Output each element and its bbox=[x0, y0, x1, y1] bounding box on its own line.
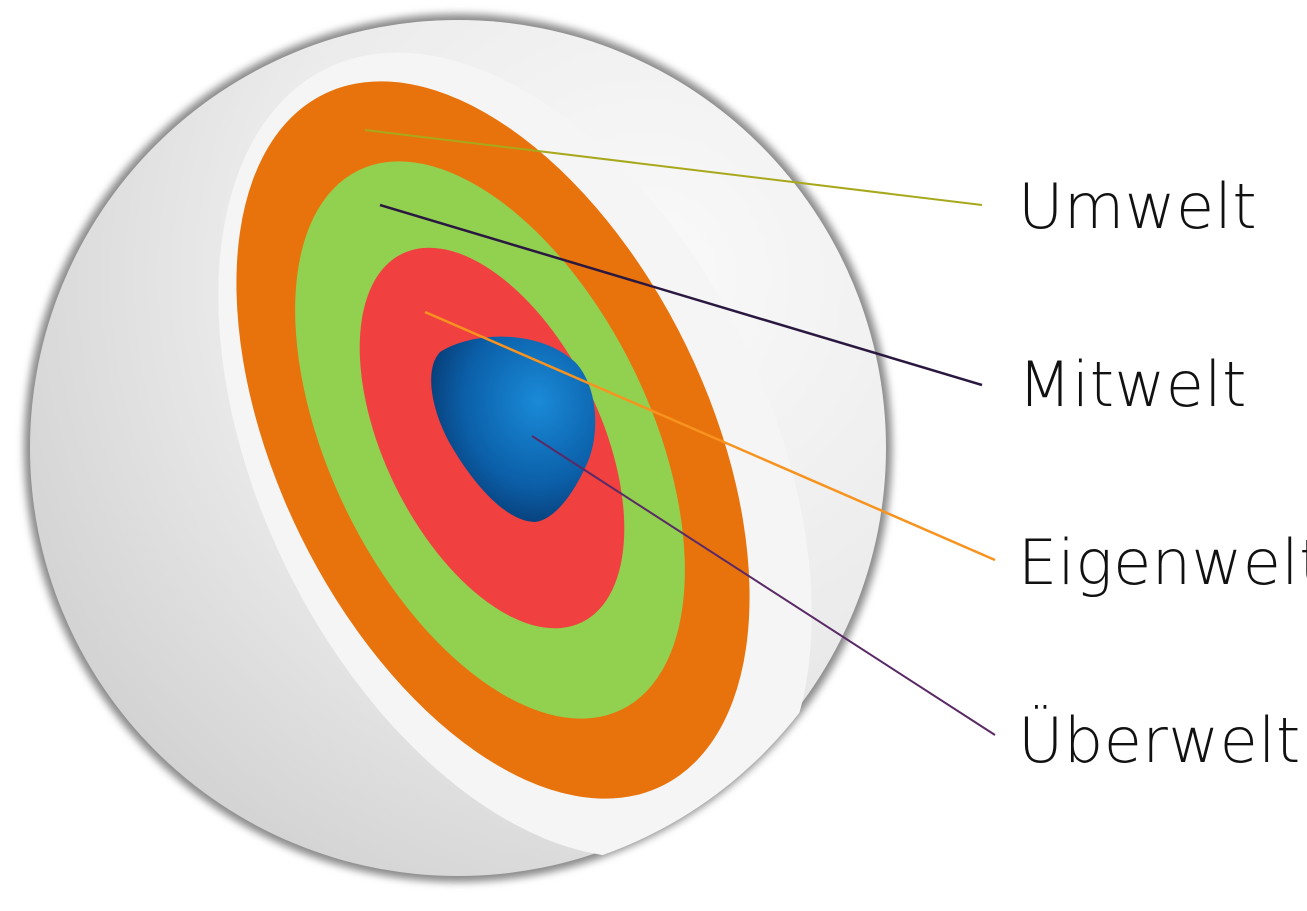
label-uberwelt: Überwelt bbox=[1018, 704, 1301, 777]
label-mitwelt: Mitwelt bbox=[1018, 348, 1247, 421]
label-eigenwelt: Eigenwelt bbox=[1018, 526, 1307, 599]
label-umwelt: Umwelt bbox=[1018, 170, 1258, 243]
layer-uberwelt-core bbox=[431, 336, 596, 522]
leader-line-mitwelt bbox=[379, 203, 983, 387]
leader-line-umwelt bbox=[364, 129, 983, 206]
leader-line-eigenwelt bbox=[424, 310, 996, 562]
leader-line-uberwelt bbox=[531, 435, 996, 736]
